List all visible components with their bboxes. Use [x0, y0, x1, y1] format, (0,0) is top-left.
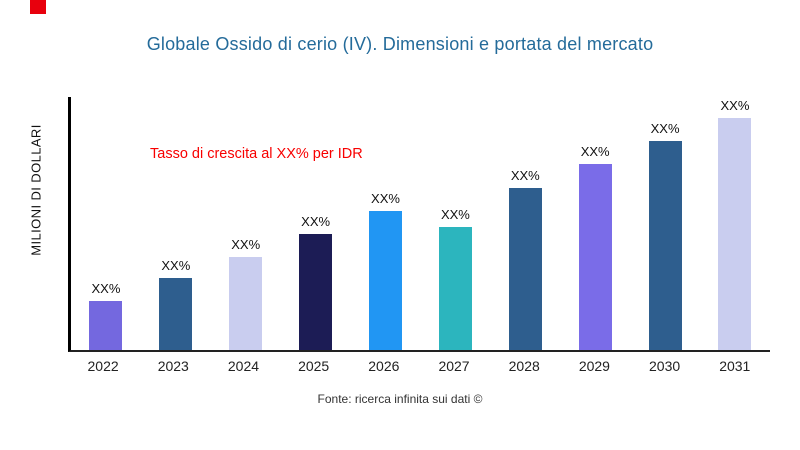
x-tick-label: 2025: [298, 358, 330, 374]
bar-value-label: XX%: [231, 237, 261, 252]
bar: [648, 141, 682, 350]
x-tick-label: 2030: [649, 358, 681, 374]
bar-value-label: XX%: [580, 144, 610, 159]
bar-value-label: XX%: [720, 98, 750, 113]
bars: XX% XX% XX% XX% XX% XX% XX% XX% XX% XX%: [71, 97, 770, 350]
bar: [508, 188, 542, 350]
bar-value-label: XX%: [161, 258, 191, 273]
bar-value-label: XX%: [371, 191, 400, 206]
bar-column: XX%: [144, 258, 208, 350]
bar-column: XX%: [633, 121, 697, 350]
x-axis-labels: 2022 2023 2024 2025 2026 2027 2028 2029 2030 2031: [68, 358, 770, 374]
bar-value-label: XX%: [91, 281, 121, 296]
x-tick-label: 2024: [227, 358, 260, 374]
growth-rate-note: Tasso di crescita al XX% per IDR: [150, 146, 363, 162]
red-corner-mark: [30, 0, 46, 14]
bar-column: XX%: [284, 214, 348, 350]
bar-column: XX%: [74, 281, 138, 350]
bar: [718, 118, 752, 350]
x-tick-label: 2029: [578, 358, 610, 374]
x-tick-label: 2023: [157, 358, 189, 374]
bar-value-label: XX%: [650, 121, 680, 136]
bar: [229, 257, 263, 350]
x-tick-label: 2026: [368, 358, 400, 374]
bar-column: XX%: [423, 207, 487, 350]
chart-title: Globale Ossido di cerio (IV). Dimensioni…: [146, 34, 654, 54]
x-tick-label: 2027: [438, 358, 470, 374]
bar-value-label: XX%: [510, 168, 540, 183]
x-tick-label: 2031: [719, 358, 751, 374]
bar-column: XX%: [354, 191, 418, 350]
bar-column: XX%: [214, 237, 278, 350]
bar: [89, 301, 123, 350]
bar-column: XX%: [493, 168, 557, 350]
x-tick-label: 2022: [87, 358, 119, 374]
x-tick-label: 2028: [508, 358, 540, 374]
bar-column: XX%: [563, 144, 627, 350]
bar: [159, 278, 193, 350]
bar-value-label: XX%: [440, 207, 470, 222]
y-axis-label: MILIONI DI DOLLARI: [28, 124, 44, 256]
bar-column: XX%: [703, 98, 767, 350]
source-note: Fonte: ricerca infinita sui dati ©: [317, 392, 483, 406]
bar: [578, 164, 612, 350]
bar: [299, 234, 333, 350]
bar: [438, 227, 472, 350]
bar: [369, 211, 402, 350]
bar-value-label: XX%: [301, 214, 331, 229]
plot-area: XX% XX% XX% XX% XX% XX% XX% XX% XX% XX%: [68, 97, 770, 352]
